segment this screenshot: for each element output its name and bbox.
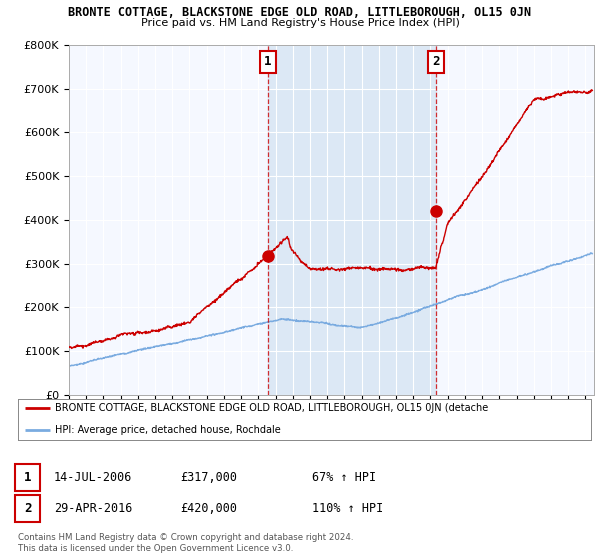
Text: BRONTE COTTAGE, BLACKSTONE EDGE OLD ROAD, LITTLEBOROUGH, OL15 0JN (detache: BRONTE COTTAGE, BLACKSTONE EDGE OLD ROAD…	[55, 403, 488, 413]
Text: BRONTE COTTAGE, BLACKSTONE EDGE OLD ROAD, LITTLEBOROUGH, OL15 0JN: BRONTE COTTAGE, BLACKSTONE EDGE OLD ROAD…	[68, 6, 532, 18]
Text: 67% ↑ HPI: 67% ↑ HPI	[312, 471, 376, 484]
Text: 14-JUL-2006: 14-JUL-2006	[54, 471, 133, 484]
Text: Price paid vs. HM Land Registry's House Price Index (HPI): Price paid vs. HM Land Registry's House …	[140, 18, 460, 28]
Text: Contains HM Land Registry data © Crown copyright and database right 2024.
This d: Contains HM Land Registry data © Crown c…	[18, 533, 353, 553]
Text: 1: 1	[264, 55, 271, 68]
Text: 1: 1	[24, 471, 31, 484]
Text: 2: 2	[24, 502, 31, 515]
Text: HPI: Average price, detached house, Rochdale: HPI: Average price, detached house, Roch…	[55, 424, 281, 435]
Text: 29-APR-2016: 29-APR-2016	[54, 502, 133, 515]
Text: £317,000: £317,000	[180, 471, 237, 484]
Text: 2: 2	[433, 55, 440, 68]
Bar	[268, 45, 436, 395]
Text: 110% ↑ HPI: 110% ↑ HPI	[312, 502, 383, 515]
Text: £420,000: £420,000	[180, 502, 237, 515]
